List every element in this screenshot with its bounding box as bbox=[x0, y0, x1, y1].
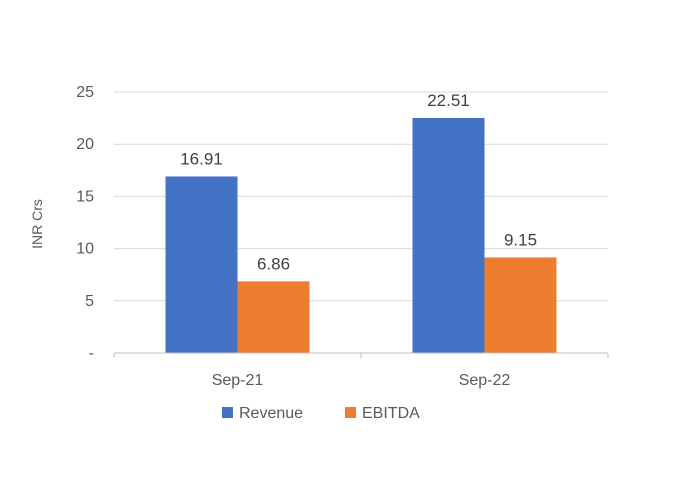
data-label: 6.86 bbox=[257, 254, 290, 273]
data-label: 22.51 bbox=[427, 91, 470, 110]
data-label: 9.15 bbox=[504, 230, 537, 249]
bar-ebitda-sep-22 bbox=[484, 257, 557, 353]
legend: Revenue EBITDA bbox=[222, 405, 420, 422]
y-tick-label: 20 bbox=[76, 136, 94, 153]
bar-revenue-sep-22 bbox=[412, 117, 485, 353]
x-tick-label: Sep-21 bbox=[212, 372, 264, 389]
y-tick-label: 25 bbox=[76, 84, 94, 101]
data-label: 16.91 bbox=[180, 149, 223, 168]
y-tick-label: 10 bbox=[76, 241, 94, 258]
x-axis-ticks: Sep-21 Sep-22 bbox=[212, 372, 511, 389]
legend-label: Revenue bbox=[239, 405, 303, 422]
legend-swatch-revenue bbox=[222, 407, 233, 418]
legend-label: EBITDA bbox=[362, 405, 420, 422]
bar-ebitda-sep-21 bbox=[237, 281, 310, 353]
y-axis-label: INR Crs bbox=[29, 199, 45, 249]
x-tick-label: Sep-22 bbox=[459, 372, 511, 389]
y-tick-label: 15 bbox=[76, 188, 94, 205]
bars bbox=[165, 117, 557, 353]
y-tick-label: - bbox=[89, 345, 94, 362]
bar-revenue-sep-21 bbox=[165, 176, 238, 353]
data-labels: 16.91 6.86 22.51 9.15 bbox=[180, 91, 537, 273]
y-tick-label: 5 bbox=[85, 293, 94, 310]
legend-swatch-ebitda bbox=[345, 407, 356, 418]
x-axis bbox=[113, 352, 609, 358]
y-axis-ticks: - 5 10 15 20 25 bbox=[76, 84, 94, 362]
